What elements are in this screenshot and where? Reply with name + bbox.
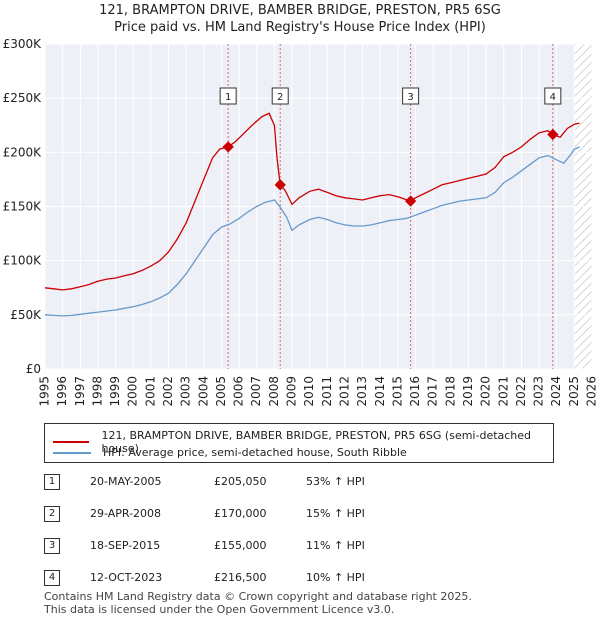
x-tick-label: 1998: [90, 376, 104, 407]
sale-hpi-change: 15% ↑ HPI: [306, 507, 365, 520]
sale-price: £205,050: [214, 475, 267, 488]
sale-number-badge: 4: [44, 570, 60, 586]
legend-item-property: 121, BRAMPTON DRIVE, BAMBER BRIDGE, PRES…: [53, 429, 553, 455]
chart-title: 121, BRAMPTON DRIVE, BAMBER BRIDGE, PRES…: [0, 2, 600, 36]
sale-number-box: [271, 87, 289, 105]
x-tick-label: 2017: [426, 376, 440, 407]
sale-number-box: [402, 87, 420, 105]
x-tick-label: 2021: [496, 376, 510, 407]
chart-title-line2: Price paid vs. HM Land Registry's House …: [114, 20, 486, 35]
sale-price: £155,000: [214, 539, 267, 552]
x-tick-label: 2007: [249, 376, 263, 407]
x-tick-label: 2003: [179, 376, 193, 407]
sale-number-badge: 3: [44, 538, 60, 554]
legend-swatch-hpi: [53, 451, 91, 454]
sale-point: [222, 141, 234, 153]
sale-number-label: 3: [407, 92, 413, 103]
sale-hpi-change: 10% ↑ HPI: [306, 571, 365, 584]
price-chart: £0 £50K £100K £150K £200K £250K £300K 1995 1996 1…: [3, 37, 599, 407]
sale-hpi-change: 11% ↑ HPI: [306, 539, 365, 552]
hpi-series-line: [44, 146, 580, 317]
sale-number-label: 2: [277, 92, 283, 103]
legend-label-property: 121, BRAMPTON DRIVE, BAMBER BRIDGE, PRES…: [101, 429, 532, 455]
x-tick-label: 2013: [355, 376, 369, 407]
y-tick-label: £200K: [3, 145, 43, 159]
sale-number-label: 4: [550, 92, 556, 103]
y-tick-label: £100K: [3, 254, 43, 268]
sale-row: 4 12-OCT-2023 £216,500 10% ↑ HPI: [44, 570, 444, 590]
x-tick-label: 1996: [55, 376, 69, 407]
sale-hpi-change: 53% ↑ HPI: [306, 475, 365, 488]
sale-price: £170,000: [214, 507, 267, 520]
legend-swatch-property: [53, 441, 90, 443]
y-tick-label: £250K: [3, 91, 43, 105]
x-tick-label: 2025: [567, 376, 581, 407]
x-tick-label: 2022: [514, 376, 528, 407]
x-tick-label: 2020: [479, 376, 493, 407]
x-tick-label: 2016: [408, 376, 422, 407]
chart-title-line1: 121, BRAMPTON DRIVE, BAMBER BRIDGE, PRES…: [99, 3, 501, 18]
x-tick-label: 2004: [196, 376, 210, 407]
y-tick-label: £0: [26, 362, 41, 376]
y-tick-label: £150K: [3, 200, 43, 214]
x-tick-label: 2005: [214, 376, 228, 407]
x-tick-label: 2024: [549, 376, 563, 407]
property-series-line: [44, 112, 580, 291]
x-tick-label: 1997: [73, 376, 87, 407]
sale-number-badge: 2: [44, 506, 60, 522]
sale-point: [404, 195, 417, 207]
sale-number-box: [544, 87, 562, 105]
legend: 121, BRAMPTON DRIVE, BAMBER BRIDGE, PRES…: [44, 423, 554, 463]
sale-price: £216,500: [214, 571, 267, 584]
x-tick-label: 2006: [232, 376, 246, 407]
sale-date: 29-APR-2008: [90, 507, 162, 520]
sale-date: 18-SEP-2015: [90, 539, 161, 552]
sale-number-badge: 1: [44, 474, 60, 490]
legend-label-hpi: HPI: Average price, semi-detached house,…: [103, 446, 407, 459]
sale-point: [547, 128, 559, 141]
sale-date: 12-OCT-2023: [90, 571, 163, 584]
x-tick-label: 2001: [143, 376, 157, 407]
x-tick-label: 2010: [302, 376, 316, 407]
x-tick-label: 2011: [320, 376, 334, 407]
sale-row: 2 29-APR-2008 £170,000 15% ↑ HPI: [44, 506, 444, 526]
x-tick-label: 2019: [461, 376, 475, 407]
sale-number-box: [219, 87, 237, 105]
x-tick-label: 2012: [337, 376, 351, 407]
y-tick-label: £300K: [3, 37, 43, 51]
footer-line1: Contains HM Land Registry data © Crown c…: [44, 590, 472, 603]
sale-row: 1 20-MAY-2005 £205,050 53% ↑ HPI: [44, 474, 444, 494]
sale-number-label: 1: [225, 92, 231, 103]
footer: Contains HM Land Registry data © Crown c…: [44, 590, 472, 616]
y-tick-label: £50K: [10, 308, 42, 322]
x-tick-label: 2023: [532, 376, 546, 407]
x-tick-label: 2026: [585, 376, 599, 407]
x-tick-label: 2015: [390, 376, 404, 407]
x-tick-label: 2014: [373, 376, 387, 407]
x-tick-label: 1999: [108, 376, 122, 407]
x-tick-label: 2009: [285, 376, 299, 407]
sale-point: [274, 179, 286, 191]
x-tick-label: 2018: [443, 376, 457, 407]
sale-row: 3 18-SEP-2015 £155,000 11% ↑ HPI: [44, 538, 444, 558]
sale-date: 20-MAY-2005: [90, 475, 162, 488]
x-tick-label: 2008: [267, 376, 281, 407]
x-tick-label: 2000: [126, 376, 140, 407]
x-tick-label: 2002: [161, 376, 175, 407]
legend-item-hpi: HPI: Average price, semi-detached house,…: [53, 446, 407, 459]
footer-line2: This data is licensed under the Open Gov…: [44, 603, 395, 616]
x-tick-label: 1995: [38, 376, 52, 407]
